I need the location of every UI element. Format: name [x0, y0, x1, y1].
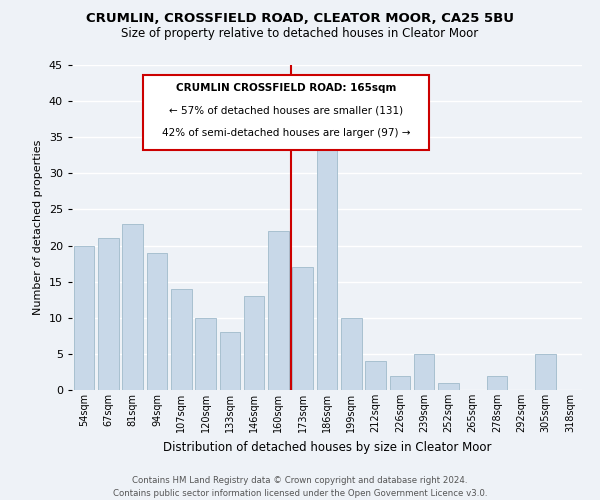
Bar [535, 354, 556, 390]
FancyBboxPatch shape [143, 74, 429, 150]
Bar [122, 224, 143, 390]
Bar [341, 318, 362, 390]
Bar [317, 144, 337, 390]
Text: CRUMLIN, CROSSFIELD ROAD, CLEATOR MOOR, CA25 5BU: CRUMLIN, CROSSFIELD ROAD, CLEATOR MOOR, … [86, 12, 514, 26]
Bar [74, 246, 94, 390]
Bar [389, 376, 410, 390]
X-axis label: Distribution of detached houses by size in Cleator Moor: Distribution of detached houses by size … [163, 440, 491, 454]
Bar [292, 267, 313, 390]
Bar [220, 332, 240, 390]
Bar [268, 231, 289, 390]
Text: Size of property relative to detached houses in Cleator Moor: Size of property relative to detached ho… [121, 28, 479, 40]
Bar [487, 376, 508, 390]
Bar [171, 289, 191, 390]
Text: 42% of semi-detached houses are larger (97) →: 42% of semi-detached houses are larger (… [162, 128, 410, 138]
Text: CRUMLIN CROSSFIELD ROAD: 165sqm: CRUMLIN CROSSFIELD ROAD: 165sqm [176, 83, 397, 93]
Bar [414, 354, 434, 390]
Bar [195, 318, 216, 390]
Bar [365, 361, 386, 390]
Bar [438, 383, 459, 390]
Bar [98, 238, 119, 390]
Bar [244, 296, 265, 390]
Text: Contains HM Land Registry data © Crown copyright and database right 2024.
Contai: Contains HM Land Registry data © Crown c… [113, 476, 487, 498]
Y-axis label: Number of detached properties: Number of detached properties [33, 140, 43, 315]
Text: ← 57% of detached houses are smaller (131): ← 57% of detached houses are smaller (13… [169, 106, 403, 116]
Bar [146, 253, 167, 390]
